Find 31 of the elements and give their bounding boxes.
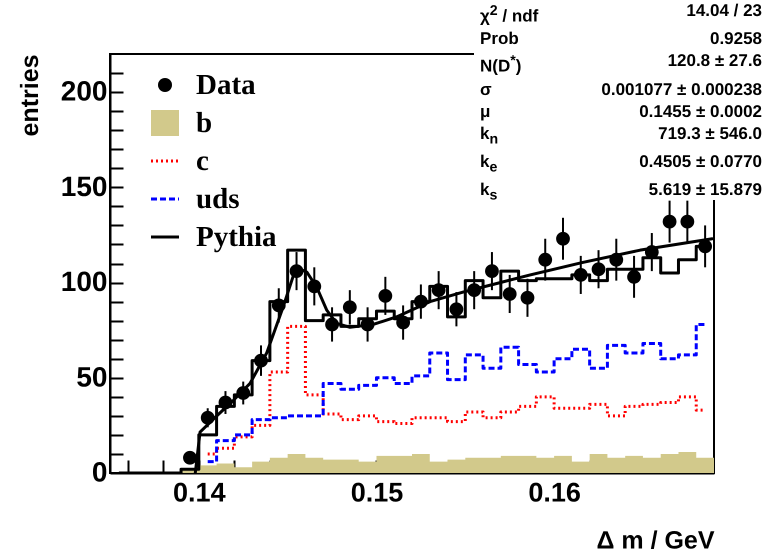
x-tick-label: 0.16 xyxy=(528,478,581,508)
y-tick-label: 200 xyxy=(60,76,108,107)
annotation: k$_{e}$ xyxy=(480,151,498,178)
annotation: k$_{n}$ xyxy=(480,123,498,150)
x-tick-label: 0.15 xyxy=(350,478,404,508)
x-axis-title: Δ m / GeV xyxy=(596,526,715,552)
annotation: 0.4505 ± 0.0770 xyxy=(639,151,762,174)
x-tick-label: 0.14 xyxy=(173,478,226,508)
legend-label: c xyxy=(196,144,209,179)
annotation: 5.619 ± 15.879 xyxy=(648,178,762,201)
y-tick-label: 100 xyxy=(60,266,108,298)
y-tick-label: 0 xyxy=(92,456,108,488)
legend-label: uds xyxy=(196,182,240,217)
legend-label: Data xyxy=(196,68,256,103)
annotation: 719.3 ± 546.0 xyxy=(658,123,762,146)
annotation: 0.1455 ± 0.0002 xyxy=(639,100,762,123)
text: 14.04 / 23 xyxy=(686,0,762,22)
y-axis-title: entries xyxy=(16,54,44,136)
annotation: μ xyxy=(480,100,490,123)
legend-label: b xyxy=(196,106,212,141)
y-tick-label: 50 xyxy=(76,361,108,392)
annotation: k$_{s}$ xyxy=(480,178,498,206)
annotation: 0.001077 ± 0.000238 xyxy=(601,78,762,101)
annotation: N(D$^{*}$) xyxy=(480,52,522,78)
text: Prob xyxy=(480,28,519,50)
text: 0.9258 xyxy=(710,28,762,50)
annotation: 120.8 ± 27.6 xyxy=(668,50,762,72)
text: χ$^{2}$ / ndf xyxy=(480,2,538,28)
y-tick-label: 150 xyxy=(60,170,108,202)
legend-label: Pythia xyxy=(196,220,277,255)
annotation: σ xyxy=(480,78,492,101)
